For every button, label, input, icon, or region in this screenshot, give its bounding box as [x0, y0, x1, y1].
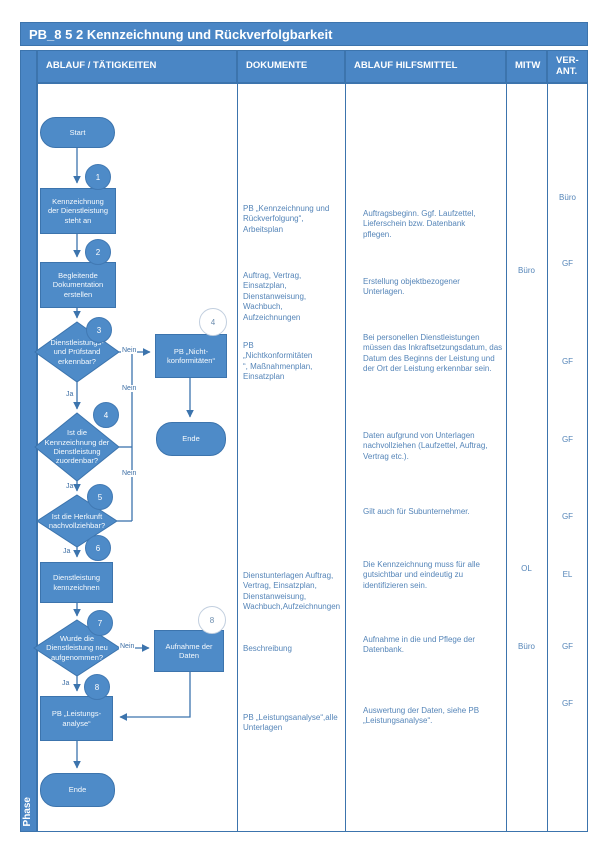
column-divider — [506, 83, 507, 832]
column-divider — [547, 83, 548, 832]
verant-cell: GF — [561, 435, 574, 444]
process-box-nichtkonformitaeten: PB „Nicht- konformitäten“ — [155, 334, 227, 378]
hilfsmittel-cell: Gilt auch für Subunternehmer. — [363, 507, 470, 516]
nein-label: Nein — [119, 643, 136, 650]
ref-badge-8: 8 — [198, 606, 226, 634]
ref-badge-4: 4 — [199, 308, 227, 336]
ja-label: Ja — [62, 680, 70, 687]
ja-label: Ja — [66, 391, 74, 398]
step-badge-7: 7 — [87, 610, 113, 636]
verant-cell: Büro — [559, 193, 576, 202]
dokumente-cell: Dienstunterlagen Auftrag, Vertrag, Einsa… — [243, 571, 341, 612]
step-badge-1: 1 — [85, 164, 111, 190]
dokumente-cell: PB „Leistungsanalyse“,alle Unterlagen — [243, 713, 338, 733]
phase-lane-label: Phase — [22, 796, 33, 826]
column-divider — [237, 83, 238, 832]
column-header-mitw: MITW — [506, 50, 547, 83]
dokumente-cell: Auftrag, Vertrag, Einsatzplan, Dienstanw… — [243, 271, 307, 322]
mitw-cell: Büro — [518, 266, 535, 275]
column-header-hilfsmittel: ABLAUF HILFSMITTEL — [345, 50, 506, 83]
step-badge-3: 3 — [86, 317, 112, 343]
nein-label: Nein — [121, 385, 138, 392]
verant-cell: GF — [561, 512, 574, 521]
column-header-verant: VER- ANT. — [547, 50, 588, 83]
ende-terminator-bottom: Ende — [40, 773, 115, 807]
hilfsmittel-cell: Daten aufgrund von Unterlagen nachvollzi… — [363, 431, 488, 461]
step-badge-4: 4 — [93, 402, 119, 428]
hilfsmittel-cell: Auftragsbeginn. Ggf. Laufzettel, Liefers… — [363, 209, 476, 239]
step-badge-2: 2 — [85, 239, 111, 265]
dokumente-cell: PB „Kennzeichnung und Rückverfolgung“, A… — [243, 204, 330, 234]
nein-label: Nein — [121, 347, 138, 354]
verant-cell: GF — [561, 699, 574, 708]
ende-terminator-side: Ende — [156, 422, 226, 456]
hilfsmittel-cell: Bei personellen Dienstleistungen müssen … — [363, 333, 503, 374]
page-title: PB_8 5 2 Kennzeichnung und Rückverfolgba… — [20, 22, 588, 46]
mitw-cell: Büro — [518, 642, 535, 651]
ja-label: Ja — [66, 483, 74, 490]
process-box-kennzeichnung-steht-an: Kennzeichnung der Dienstleistung steht a… — [40, 188, 116, 234]
verant-cell: GF — [561, 259, 574, 268]
step-badge-5: 5 — [87, 484, 113, 510]
process-box-leistungsanalyse: PB „Leistungs- analyse“ — [40, 696, 113, 741]
verant-cell: EL — [562, 570, 573, 579]
verant-cell: GF — [561, 642, 574, 651]
process-box-dokumentation-erstellen: Begleitende Dokumentation erstellen — [40, 262, 116, 308]
column-header-taetigkeiten: ABLAUF / TÄTIGKEITEN — [37, 50, 237, 83]
phase-lane-bar: Phase — [20, 50, 37, 832]
hilfsmittel-cell: Erstellung objektbezogener Unterlagen. — [363, 277, 460, 297]
step-badge-6: 6 — [85, 535, 111, 561]
step-badge-8: 8 — [84, 674, 110, 700]
mitw-cell: OL — [521, 564, 532, 573]
process-box-aufnahme-der-daten: Aufnahme der Daten — [154, 630, 224, 672]
nein-label: Nein — [121, 470, 138, 477]
hilfsmittel-cell: Die Kennzeichnung muss für alle gutsicht… — [363, 560, 480, 590]
dokumente-cell: PB „Nichtkonformitäten “, Maßnahmenplan,… — [243, 341, 313, 382]
verant-cell: GF — [561, 357, 574, 366]
start-terminator: Start — [40, 117, 115, 148]
column-divider — [345, 83, 346, 832]
hilfsmittel-cell: Auswertung der Daten, siehe PB „Leistung… — [363, 706, 480, 726]
dokumente-cell: Beschreibung — [243, 644, 292, 653]
column-header-dokumente: DOKUMENTE — [237, 50, 345, 83]
process-box-dienstleistung-kennzeichnen: Dienstleistung kennzeichnen — [40, 562, 113, 603]
ja-label: Ja — [63, 548, 71, 555]
hilfsmittel-cell: Aufnahme in die und Pflege der Datenbank… — [363, 635, 476, 655]
